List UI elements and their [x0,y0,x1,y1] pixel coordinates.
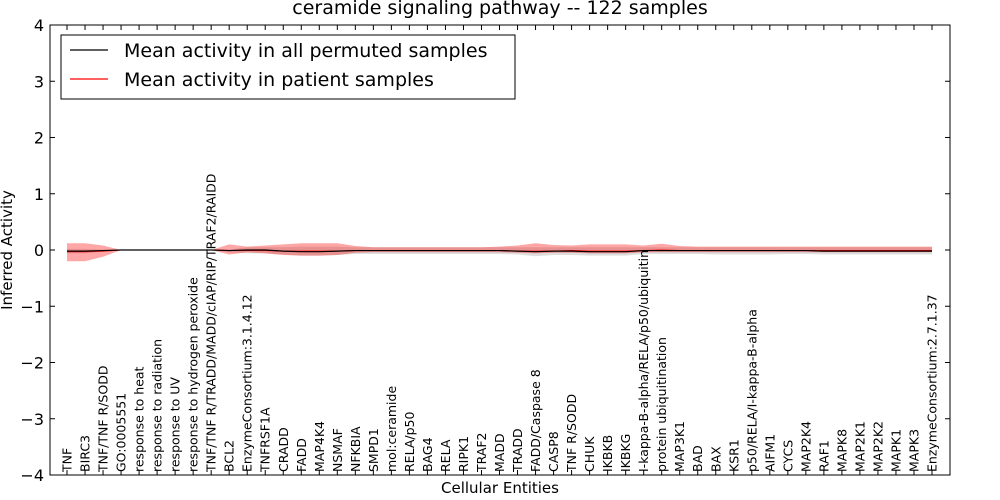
x-tick-label: response to radiation [150,339,165,472]
x-tick-label: response to heat [132,366,147,472]
chart-title: ceramide signaling pathway -- 122 sample… [292,0,708,19]
series-line-permuted [67,249,932,253]
y-tick-label: 4 [34,16,44,35]
x-tick-label: I-kappa-B-alpha/RELA/p50/ubiquitin [636,250,651,472]
y-tick-label: −1 [20,297,44,316]
y-tick-label: −2 [20,354,44,373]
x-tick-label: response to hydrogen peroxide [186,277,201,472]
band-permuted [67,246,932,257]
x-tick-label: CYCS [780,440,795,472]
x-tick-label: p50/RELA/I-kappa-B-alpha [744,309,759,472]
x-tick-label: RAF1 [816,440,831,472]
plot-area [67,243,932,262]
x-tick-label: KSR1 [726,439,741,472]
x-tick-label: TNF R/SODD [564,394,579,473]
x-tick-label: RIPK1 [456,436,471,472]
x-tick-label: MAP2K2 [870,421,885,472]
y-axis-ticks: 4 3 2 1 0 −1 −2 −3 −4 [20,16,950,485]
x-tick-label: MAPK3 [906,429,921,472]
x-tick-label: mol:ceramide [384,386,399,472]
x-tick-label: FADD [294,438,309,472]
x-tick-label: NSMAF [330,428,345,472]
legend-box [60,34,516,100]
x-tick-label: MAPK8 [834,429,849,472]
y-tick-label: 2 [34,129,44,148]
x-tick-label: response to UV [168,377,183,472]
x-tick-label: NFKBIA [348,426,363,472]
x-tick-label: MADD [492,433,507,472]
x-axis-ticks: TNF BIRC3 TNF/TNF R/SODD GO:0005551 response… [60,25,940,475]
band-patient [67,243,932,262]
legend-label-permuted: Mean activity in all permuted samples [124,40,487,62]
x-tick-label: BAG4 [420,437,435,472]
x-tick-label: CRADD [276,427,291,472]
x-tick-label: MAPK1 [888,429,903,472]
y-tick-label: −3 [20,410,44,429]
legend: Mean activity in all permuted samples Me… [60,34,516,100]
x-tick-label: MAP4K4 [312,421,327,472]
y-tick-label: 3 [34,72,44,91]
x-tick-label: TNF/TNF R/TRADD/MADD/cIAP/RIP/TRAF2/RAID… [204,174,219,473]
x-tick-label: GO:0005551 [114,393,129,472]
x-tick-label: CASP8 [546,431,561,472]
x-tick-label: BAD [690,445,705,472]
x-tick-label: TNFRSF1A [258,407,273,473]
y-axis-label: Inferred Activity [0,190,16,310]
x-tick-label: BIRC3 [78,435,93,472]
x-tick-label: AIFM1 [762,434,777,472]
x-tick-label: RELA [438,439,453,472]
x-tick-label: BCL2 [222,440,237,472]
x-tick-label: TRAF2 [474,432,489,473]
x-tick-label: MAP2K4 [798,421,813,472]
y-tick-label: 1 [34,185,44,204]
y-tick-label: 0 [34,241,44,260]
x-tick-label: RELA/p50 [402,412,417,472]
x-tick-label: IKBKB [600,435,615,472]
x-tick-label: MAP3K1 [672,421,687,472]
x-tick-label: IKBKG [618,434,633,472]
x-tick-label: TRADD [510,428,525,473]
x-tick-label: protein ubiquitination [654,337,669,472]
x-tick-label: EnzymeConsortium:3.1.4.12 [240,294,255,472]
x-tick-label: BAX [708,446,723,472]
x-tick-label: SMPD1 [366,428,381,472]
y-tick-label: −4 [20,466,44,485]
legend-label-patient: Mean activity in patient samples [124,69,434,91]
x-tick-label: MAP2K1 [852,421,867,472]
x-tick-label: CHUK [582,436,597,472]
x-axis-label: Cellular Entities [441,479,559,497]
x-tick-label: TNF/TNF R/SODD [96,366,111,473]
x-tick-label: TNF [60,448,75,473]
x-tick-label: EnzymeConsortium:2.7.1.37 [925,294,940,472]
x-tick-label: FADD/Caspase 8 [528,369,543,472]
